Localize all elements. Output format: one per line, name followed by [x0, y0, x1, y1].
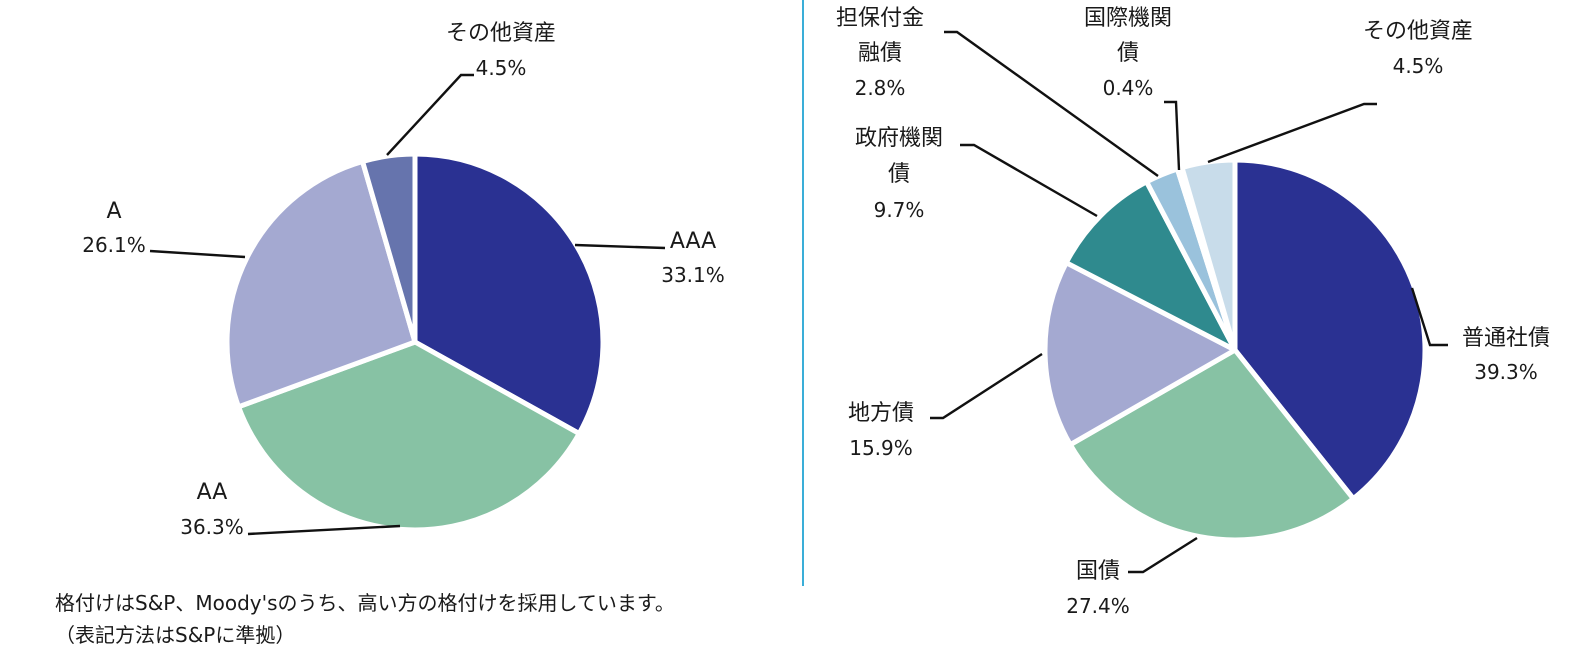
asset-pie-slice-3	[1063, 179, 1238, 353]
leader-aa	[247, 524, 401, 536]
value-aaa: 33.1%	[661, 263, 725, 287]
value-municipal: 15.9%	[849, 436, 913, 460]
label-supranational: 国際機関債	[1084, 6, 1172, 66]
value-a: 26.1%	[82, 233, 146, 257]
label-covered: 担保付金融債	[836, 6, 924, 66]
leader-covered	[944, 30, 1159, 177]
leader-jgb	[1128, 536, 1198, 574]
rating-pie-slice-1	[236, 339, 582, 533]
value-jgb: 27.4%	[1066, 594, 1130, 618]
label-jgb: 国債	[1076, 559, 1120, 584]
leader-aaa	[574, 243, 666, 250]
label-aaa: AAA	[670, 229, 716, 254]
label-other-left: その他資産	[446, 21, 556, 46]
rating-pie-slice-2	[224, 158, 418, 410]
leader-municipal	[930, 352, 1043, 420]
asset-type-pie-chart	[1042, 157, 1428, 543]
value-corporate: 39.3%	[1474, 360, 1538, 384]
leader-other-right	[1207, 102, 1377, 164]
asset-pie-slice-0	[1232, 157, 1428, 502]
label-other-right: その他資産	[1363, 19, 1473, 44]
footnote-line-2: （表記方法はS&Pに準拠）	[55, 623, 296, 647]
rating-pie-chart	[224, 151, 606, 533]
leader-corporate	[1410, 287, 1448, 347]
label-a: A	[106, 199, 121, 224]
label-corporate: 普通社債	[1462, 326, 1550, 351]
asset-pie-slice-1	[1067, 347, 1356, 543]
leader-a	[149, 249, 246, 259]
value-other-left: 4.5%	[476, 56, 527, 80]
value-other-right: 4.5%	[1393, 54, 1444, 78]
leader-other-left	[386, 73, 474, 156]
leader-agency	[960, 143, 1098, 218]
label-aa: AA	[197, 480, 228, 505]
leader-supranational	[1164, 100, 1181, 171]
label-municipal: 地方債	[848, 401, 914, 426]
label-agency: 政府機関債	[855, 126, 943, 187]
value-agency: 9.7%	[874, 198, 925, 222]
value-aa: 36.3%	[180, 515, 244, 539]
asset-pie-slice-2	[1042, 260, 1238, 448]
rating-pie-slice-3	[360, 151, 418, 345]
footnote-line-1: 格付けはS&P、Moody'sのうち、高い方の格付けを採用しています。	[55, 591, 675, 615]
rating-pie-slice-0	[412, 151, 606, 437]
value-covered: 2.8%	[855, 76, 906, 100]
value-supranational: 0.4%	[1103, 76, 1154, 100]
